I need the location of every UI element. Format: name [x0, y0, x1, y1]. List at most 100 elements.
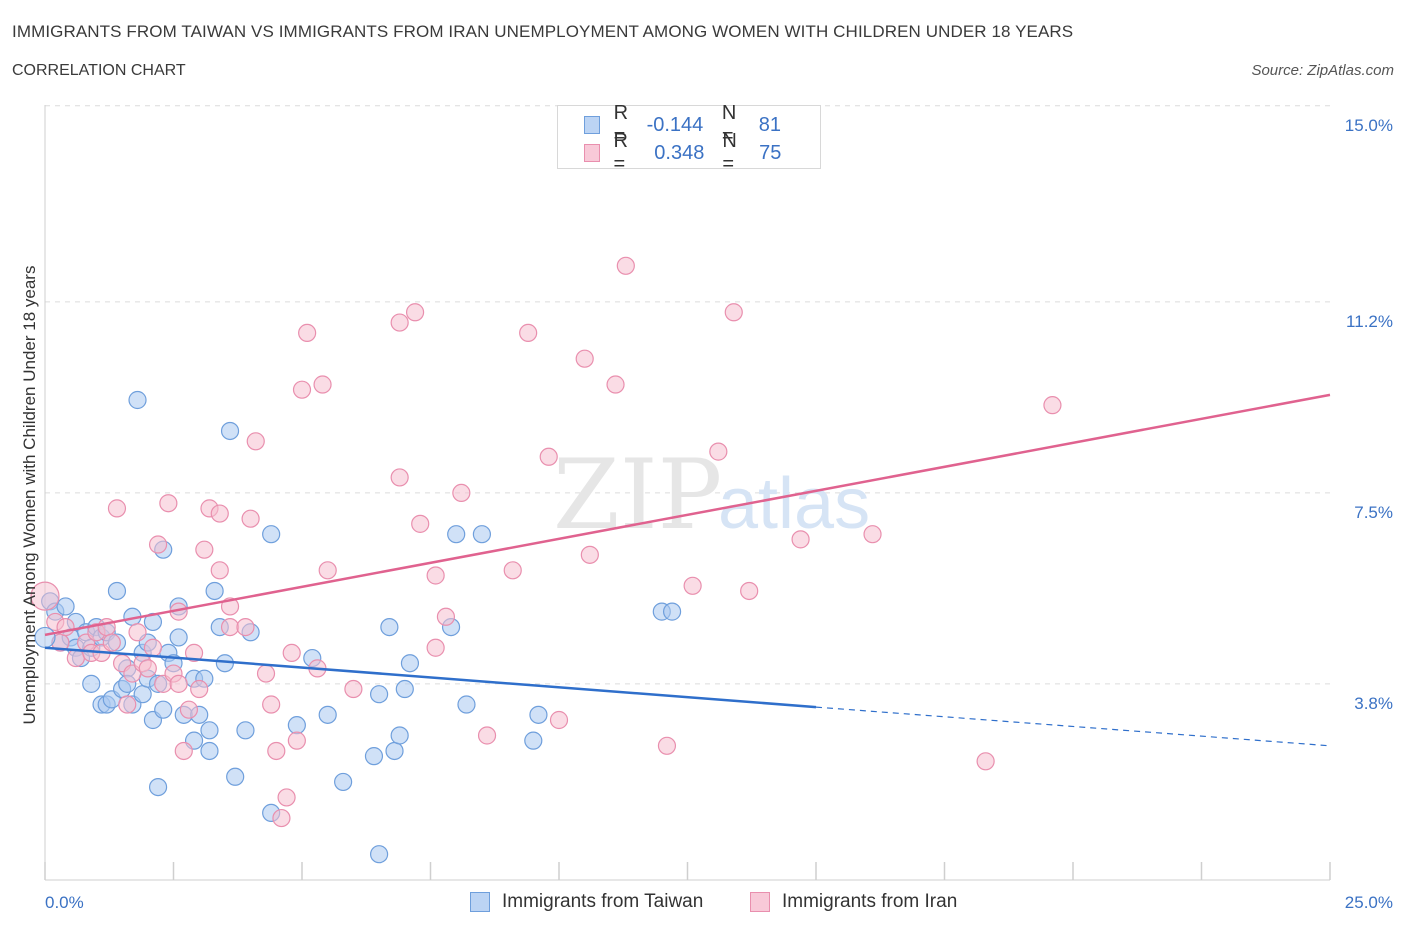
taiwan-point [107, 581, 127, 601]
iran-point [169, 674, 188, 693]
taiwan-r-value: -0.144 [646, 113, 704, 136]
taiwan-point [370, 845, 389, 864]
taiwan-point [169, 628, 188, 647]
taiwan-r-label: R = [613, 102, 629, 147]
iran-point [30, 581, 60, 611]
legend-row-taiwan: R = -0.144 N = 81 [584, 102, 820, 147]
taiwan-point [662, 602, 682, 621]
iran-point [657, 736, 677, 755]
taiwan-trend-extension [815, 706, 1331, 747]
taiwan-trend-line [44, 646, 817, 709]
iran-point [709, 442, 728, 461]
iran-point [256, 664, 276, 683]
iran-point [549, 710, 569, 730]
axes [44, 105, 1331, 881]
taiwan-point [385, 741, 404, 761]
iran-point [262, 695, 281, 714]
iran-r-label: R = [613, 130, 628, 175]
iran-point [267, 741, 286, 761]
x-tick-label: 0.0% [45, 893, 84, 912]
iran-point [390, 468, 409, 487]
watermark: ZIP atlas [553, 439, 870, 551]
taiwan-point [524, 731, 543, 750]
iran-point [344, 679, 363, 699]
taiwan-point [334, 772, 353, 792]
chart-title: IMMIGRANTS FROM TAIWAN VS IMMIGRANTS FRO… [12, 22, 1074, 41]
taiwan-point [205, 581, 224, 601]
legend-row-iran: R = 0.348 N = 75 [584, 130, 820, 175]
iran-point [174, 741, 193, 761]
taiwan-point [395, 679, 414, 699]
iran-point [179, 700, 199, 719]
iran-point [107, 499, 127, 518]
taiwan-point [200, 721, 219, 740]
iran-point [426, 638, 445, 657]
iran-point [298, 323, 317, 343]
taiwan-point [56, 597, 75, 616]
y-tick-label: 11.2% [1346, 312, 1393, 331]
iran-n-value: 75 [759, 141, 782, 164]
iran-point [143, 638, 163, 657]
iran-point [976, 752, 995, 771]
grid-lines [45, 105, 1330, 685]
taiwan-point [380, 617, 399, 637]
taiwan-point [364, 747, 384, 766]
taiwan-point [457, 695, 476, 714]
y-tick-label: 15.0% [1345, 116, 1393, 135]
taiwan-legend-swatch [470, 892, 490, 912]
iran-point [313, 375, 332, 394]
iran-point [740, 581, 759, 601]
taiwan-point [128, 390, 147, 410]
iran-point [318, 561, 337, 580]
iran-point [539, 447, 558, 466]
iran-point [220, 617, 240, 637]
legend-item-iran[interactable]: Immigrants from Iran [750, 890, 957, 914]
taiwan-point [200, 741, 219, 761]
taiwan-point [287, 716, 306, 735]
iran-point [102, 633, 121, 652]
taiwan-point [34, 626, 56, 649]
iran-n-label: N = [722, 130, 737, 175]
y-axis-label: Unemployment Among Women with Children U… [20, 266, 39, 725]
iran-r-value: 0.348 [654, 141, 705, 164]
iran-point [616, 256, 635, 275]
iran-point [282, 643, 301, 663]
iran-point [503, 561, 522, 580]
taiwan-point [400, 654, 420, 673]
taiwan-point [318, 705, 337, 724]
iran-point [138, 659, 157, 678]
iran-point [195, 540, 214, 559]
iran-point [791, 530, 810, 549]
iran-point [519, 323, 538, 343]
iran-point [272, 808, 291, 828]
iran-point [128, 623, 147, 642]
taiwan-point [226, 767, 245, 786]
watermark-zip: ZIP [553, 439, 722, 551]
taiwan-point [82, 674, 101, 693]
iran-point [148, 535, 168, 554]
iran-point [390, 313, 409, 332]
iran-point [606, 375, 625, 394]
stats-legend: R = -0.144 N = 81 R = 0.348 N = 75 [557, 102, 821, 175]
iran-point [426, 566, 445, 585]
iran-point [863, 525, 882, 544]
taiwan-point [472, 525, 491, 544]
iran-point [452, 483, 471, 503]
iran-point [575, 349, 594, 368]
iran-point [210, 561, 229, 580]
iran-point [184, 643, 204, 663]
iran-point [436, 607, 456, 626]
y-tick-label: 3.8% [1354, 694, 1393, 713]
legend-item-taiwan[interactable]: Immigrants from Taiwan [470, 890, 703, 914]
iran-point [477, 726, 497, 745]
iran-trend-line [44, 393, 1331, 637]
iran-legend-label: Immigrants from Iran [782, 891, 958, 912]
iran-point [241, 509, 260, 528]
taiwan-n-value: 81 [758, 113, 782, 136]
source-credit: Source: ZipAtlas.com [1251, 62, 1394, 79]
taiwan-point [220, 421, 240, 441]
iran-point [277, 788, 296, 807]
taiwan-point [236, 721, 255, 740]
chart-subtitle: CORRELATION CHART [12, 62, 186, 79]
